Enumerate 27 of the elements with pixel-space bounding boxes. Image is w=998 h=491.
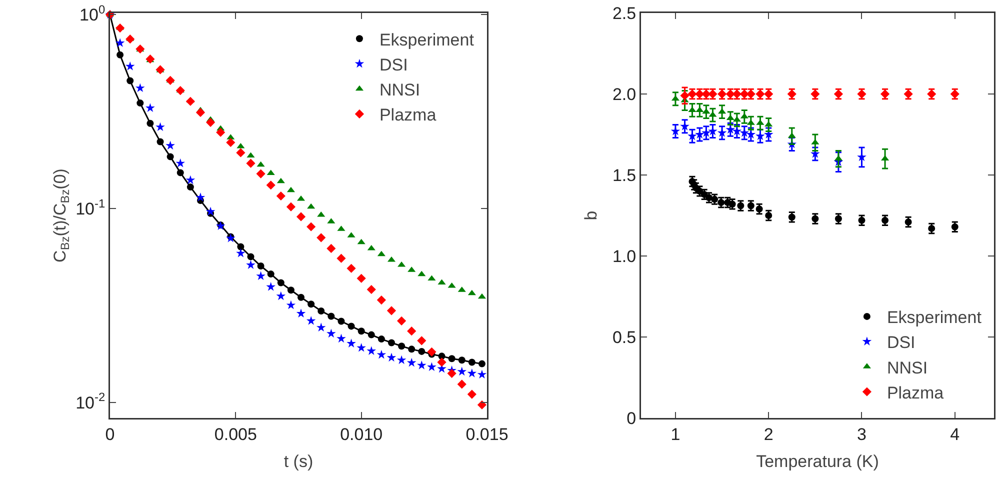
legend-label: DSI	[886, 333, 916, 352]
legend-label: Plazma	[379, 106, 437, 125]
x-tick-label: 2	[764, 424, 774, 444]
x-tick-label: 1	[670, 424, 680, 444]
y-tick-label: 0.5	[612, 328, 636, 347]
legend-label: Eksperiment	[886, 308, 982, 328]
legend-label: NNSI	[379, 80, 420, 100]
y-tick-label: 10$^{-2}$	[76, 390, 106, 412]
x-tick-label: 0.015	[466, 424, 508, 444]
legend-label: DSI	[379, 55, 408, 74]
x-tick-label: 0.010	[340, 424, 383, 444]
legend-label: Eksperiment	[379, 30, 474, 50]
legend-label: NNSI	[886, 358, 928, 378]
x-tick-label: 3	[857, 424, 866, 444]
y-axis-title: b	[582, 210, 600, 220]
y-tick-label: 2.0	[612, 84, 636, 104]
y-tick-label: 1.0	[612, 246, 636, 266]
x-tick-label: 0.005	[214, 424, 257, 444]
y-tick-label: 10$^{0}$	[80, 2, 106, 25]
x-tick-label: 4	[950, 424, 960, 444]
y-tick-label: 2.5	[612, 4, 636, 23]
legend-label: Plazma	[886, 383, 944, 402]
y-tick-label: 1.5	[612, 166, 636, 185]
x-axis-title: Temperatura (K)	[756, 452, 879, 472]
x-axis-title: t (s)	[284, 452, 314, 472]
y-tick-label: 0	[626, 408, 636, 428]
y-tick-label: 10$^{-1}$	[76, 196, 106, 218]
